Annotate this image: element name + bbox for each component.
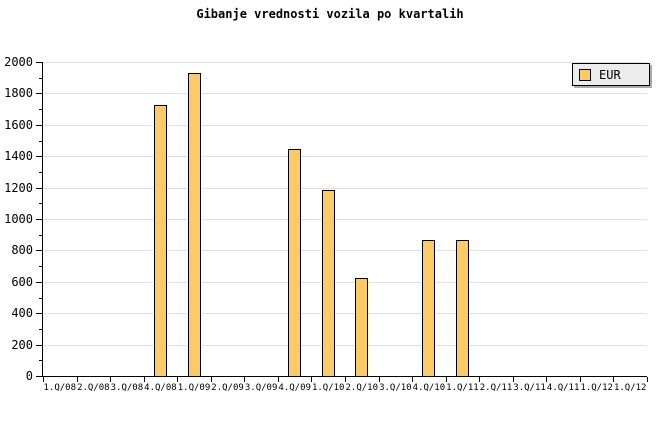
bar-1.Q/11 xyxy=(455,240,469,376)
y-axis-tick xyxy=(36,62,42,63)
y-axis-minor-tick xyxy=(39,203,42,205)
y-axis-label: 0 xyxy=(25,369,33,383)
x-axis-tick xyxy=(546,377,548,382)
legend: EUR xyxy=(572,63,650,86)
x-axis-tick xyxy=(579,377,581,382)
y-axis-label: 1000 xyxy=(4,212,33,226)
x-axis-tick xyxy=(479,377,481,382)
y-axis-label: 400 xyxy=(11,306,33,321)
y-axis-minor-tick xyxy=(39,266,42,268)
legend-label: EUR xyxy=(599,67,621,82)
y-axis-tick xyxy=(36,93,42,95)
y-axis-tick xyxy=(36,281,42,283)
y-axis-minor-tick xyxy=(39,360,42,362)
y-axis-label: 1400 xyxy=(4,149,33,164)
y-axis-minor-tick xyxy=(39,297,42,299)
x-axis-label: 1.Q/12 xyxy=(613,383,647,393)
chart-title: Gibanje vrednosti vozila po kvartalih xyxy=(196,7,464,21)
bar-1.Q/09 xyxy=(187,73,201,376)
x-axis-label: 2.Q/11 xyxy=(479,383,513,393)
y-axis-minor-tick xyxy=(39,171,42,173)
x-axis-label: 3.Q/09 xyxy=(244,383,278,393)
x-axis-tick xyxy=(647,377,648,382)
y-axis-label: 800 xyxy=(11,243,33,258)
y-axis-label: 200 xyxy=(11,337,33,352)
y-axis-label: 600 xyxy=(11,274,33,289)
x-axis-label: 1.Q/08 xyxy=(43,383,77,393)
x-axis-label: 1.Q/11 xyxy=(446,383,479,393)
bar-1.Q/10 xyxy=(321,190,335,376)
y-axis-minor-tick xyxy=(39,234,42,236)
x-axis-label: 2.Q/09 xyxy=(211,383,244,393)
x-axis-tick xyxy=(311,377,313,382)
x-axis-tick xyxy=(345,377,346,382)
x-axis-label: 4.Q/11 xyxy=(546,383,580,393)
x-axis-label: 1.Q/10 xyxy=(311,383,345,393)
x-axis-label: 3.Q/11 xyxy=(513,383,546,393)
y-axis-tick xyxy=(36,156,42,158)
gridline xyxy=(43,187,647,189)
x-axis-tick xyxy=(445,377,447,382)
plot-area: 0 200 400 600 800 1000 1200 1400 1600 1800 2000 1.Q… xyxy=(4,56,648,393)
bar-4.Q/08 xyxy=(153,105,167,376)
x-axis-tick xyxy=(512,377,514,382)
x-axis-tick xyxy=(210,377,212,382)
x-axis-label: 3.Q/10 xyxy=(379,383,412,393)
y-axis-minor-tick xyxy=(39,77,42,79)
legend-color-swatch-icon xyxy=(579,68,591,81)
y-axis-tick xyxy=(36,250,42,252)
gridline xyxy=(43,219,647,220)
y-axis-minor-tick xyxy=(39,140,42,142)
x-axis-label: 1.Q/09 xyxy=(177,383,211,393)
y-axis-tick xyxy=(36,344,42,346)
y-axis-tick xyxy=(36,219,42,220)
y-axis-tick xyxy=(36,124,42,126)
y-axis-minor-tick xyxy=(39,328,42,330)
x-axis-tick xyxy=(143,377,145,382)
x-axis-tick xyxy=(378,377,380,382)
bar-4.Q/09 xyxy=(288,149,302,376)
y-axis-label: 1800 xyxy=(4,86,33,101)
x-axis-tick xyxy=(177,377,179,382)
bar-2.Q/10 xyxy=(355,278,369,376)
x-axis-tick xyxy=(277,377,279,382)
x-axis-tick xyxy=(412,377,414,382)
y-axis-label: 2000 xyxy=(4,55,33,69)
x-axis-label: 4.Q/10 xyxy=(412,383,446,393)
x-axis-tick xyxy=(244,377,246,382)
gridline xyxy=(43,124,647,126)
x-axis-tick xyxy=(43,377,44,382)
x-axis-tick xyxy=(613,377,615,382)
x-axis-tick xyxy=(76,377,78,382)
x-axis-label: 3.Q/08 xyxy=(110,383,144,393)
bar-4.Q/10 xyxy=(422,240,436,376)
gridline xyxy=(43,156,647,158)
gridline xyxy=(43,313,647,315)
gridline xyxy=(43,62,647,63)
x-axis-tick xyxy=(110,377,112,382)
x-axis-label: 2.Q/10 xyxy=(345,383,379,393)
y-axis-minor-tick xyxy=(39,109,42,111)
y-axis-tick xyxy=(36,376,42,377)
y-axis-tick xyxy=(36,313,42,315)
y-axis-label: 1600 xyxy=(4,117,33,132)
x-axis-label: 2.Q/08 xyxy=(77,383,110,393)
y-axis-tick xyxy=(36,187,42,189)
gridline xyxy=(43,250,647,252)
x-axis-label: 1.Q/12 xyxy=(580,383,613,393)
x-axis-label: 4.Q/09 xyxy=(278,383,311,393)
gridline xyxy=(43,93,647,95)
y-axis-label: 1200 xyxy=(4,180,33,195)
x-axis-label: 4.Q/08 xyxy=(144,383,177,393)
gridline xyxy=(43,344,647,346)
gridline xyxy=(43,281,647,283)
